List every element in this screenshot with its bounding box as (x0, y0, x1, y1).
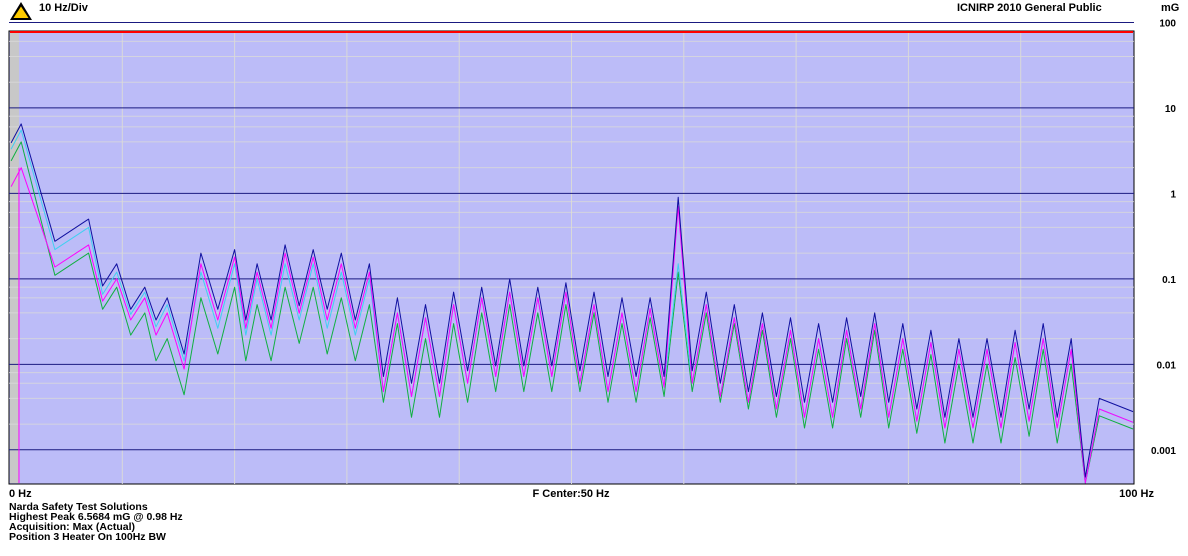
minor-grid (9, 31, 1134, 484)
y-tick-label: 0.1 (1162, 275, 1176, 286)
trace-green (10, 141, 1134, 484)
major-grid (9, 21, 1134, 451)
y-tick-label: 10 (1165, 104, 1177, 115)
y-tick-label: 1 (1170, 189, 1176, 200)
trace-magenta (10, 167, 1134, 484)
warning-triangle-icon[interactable] (9, 1, 33, 21)
dc-marker-band (10, 32, 19, 483)
trace-layer (10, 123, 1134, 484)
standard-label: ICNIRP 2010 General Public (957, 2, 1102, 14)
unit-label: mG (1161, 2, 1180, 14)
x-label-left: 0 Hz (9, 488, 32, 500)
y-tick-label: 100 (1159, 18, 1176, 29)
info-position: Position 3 Heater On 100Hz BW (9, 531, 166, 543)
x-label-center: F Center:50 Hz (532, 488, 610, 500)
y-tick-label: 0.001 (1151, 446, 1176, 457)
info-acquisition: Acquisition: Max (Actual) (9, 521, 136, 533)
info-highest-peak: Highest Peak 6.5684 mG @ 0.98 Hz (9, 511, 183, 523)
y-tick-labels: 10001001010.10.010.001 (1151, 18, 1177, 457)
x-label-right: 100 Hz (1119, 488, 1154, 500)
y-tick-label: 0.01 (1157, 360, 1177, 371)
div-scale-label: 10 Hz/Div (39, 2, 88, 14)
trace-navy (10, 123, 1134, 478)
info-company: Narda Safety Test Solutions (9, 501, 148, 513)
